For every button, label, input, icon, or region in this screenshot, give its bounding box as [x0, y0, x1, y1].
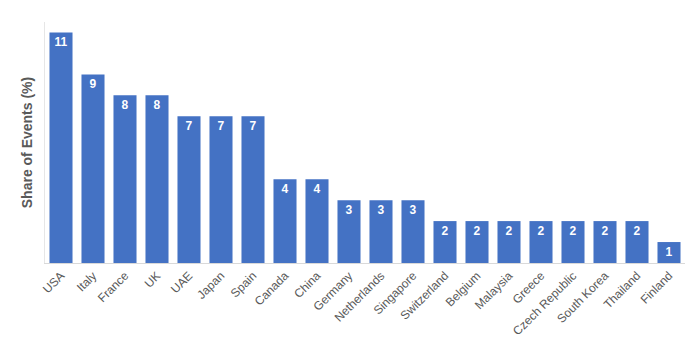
svg-text:Thailand: Thailand — [601, 269, 643, 311]
svg-text:Netherlands: Netherlands — [332, 269, 388, 325]
svg-text:2: 2 — [506, 224, 513, 238]
svg-text:11: 11 — [54, 35, 67, 49]
svg-text:USA: USA — [40, 269, 67, 296]
svg-text:UAE: UAE — [168, 269, 195, 296]
svg-text:South Korea: South Korea — [554, 269, 611, 326]
svg-text:Italy: Italy — [74, 269, 99, 294]
svg-text:9: 9 — [90, 77, 97, 91]
svg-text:Germany: Germany — [311, 269, 356, 314]
svg-text:UK: UK — [142, 269, 164, 291]
svg-text:Japan: Japan — [194, 269, 227, 302]
svg-text:Malaysia: Malaysia — [472, 269, 516, 313]
svg-text:8: 8 — [154, 98, 161, 112]
svg-text:4: 4 — [282, 182, 289, 196]
svg-text:1: 1 — [666, 245, 673, 259]
svg-text:Czech Republic: Czech Republic — [510, 269, 579, 338]
svg-text:2: 2 — [634, 224, 641, 238]
svg-text:7: 7 — [218, 119, 225, 133]
svg-text:3: 3 — [378, 203, 385, 217]
svg-text:Switzerland: Switzerland — [398, 269, 452, 323]
svg-text:7: 7 — [250, 119, 257, 133]
svg-text:2: 2 — [602, 224, 609, 238]
svg-text:Spain: Spain — [228, 269, 260, 301]
svg-text:Greece: Greece — [510, 269, 548, 307]
svg-text:7: 7 — [186, 119, 193, 133]
svg-text:France: France — [95, 269, 132, 306]
svg-text:4: 4 — [314, 182, 321, 196]
svg-text:2: 2 — [442, 224, 449, 238]
svg-text:3: 3 — [346, 203, 353, 217]
svg-text:2: 2 — [474, 224, 481, 238]
svg-text:8: 8 — [122, 98, 129, 112]
svg-text:Singapore: Singapore — [371, 269, 420, 318]
svg-text:Belgium: Belgium — [443, 269, 484, 310]
svg-text:3: 3 — [410, 203, 417, 217]
svg-text:Share of Events (%): Share of Events (%) — [19, 77, 35, 208]
svg-text:2: 2 — [538, 224, 545, 238]
svg-text:China: China — [291, 269, 323, 301]
svg-text:Canada: Canada — [252, 269, 292, 309]
svg-text:2: 2 — [570, 224, 577, 238]
svg-text:Finland: Finland — [638, 269, 676, 307]
